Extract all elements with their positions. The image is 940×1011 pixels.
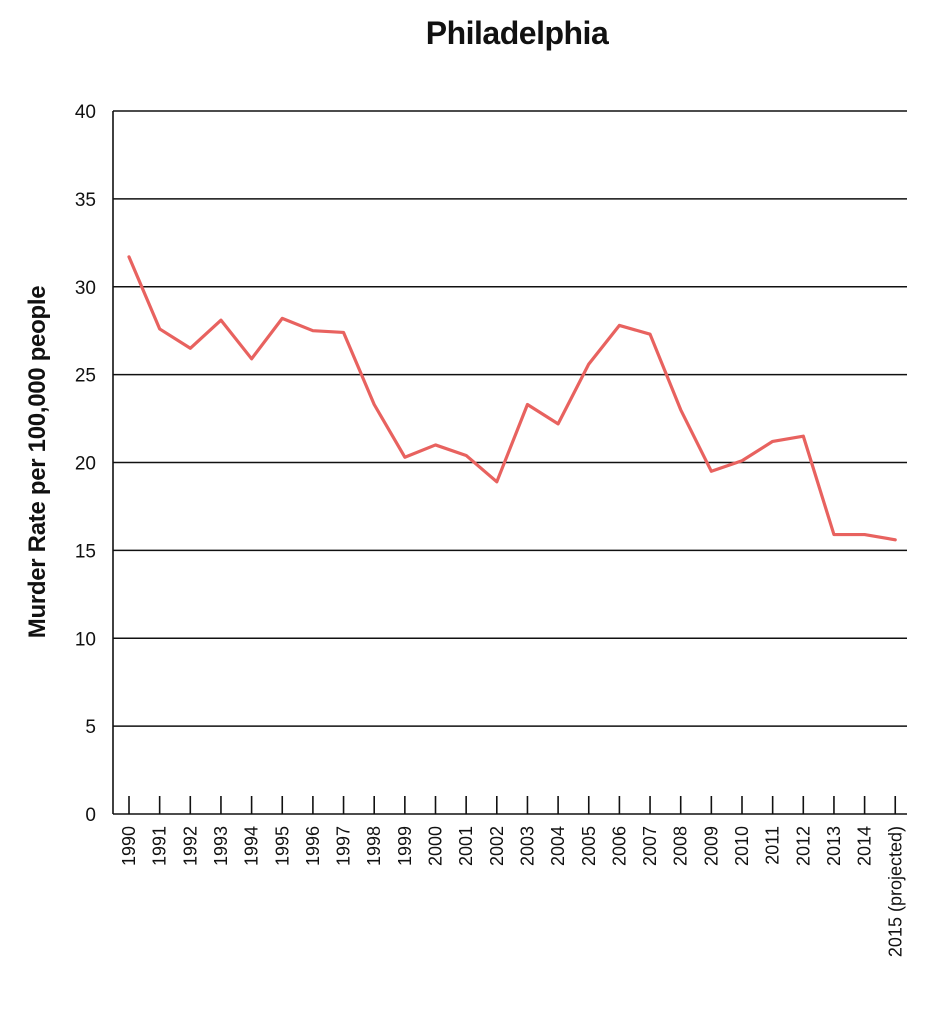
x-tick-labels: 1990 1991 1992 1993 1994 1995 1996 1997 1998 1999… — [119, 826, 905, 957]
x-tick-label: 1992 — [180, 826, 200, 866]
x-tick-label: 2006 — [609, 826, 629, 866]
y-tick-labels: 0 5 10 15 20 25 30 35 40 — [75, 102, 96, 826]
x-tick-label: 1999 — [395, 826, 415, 866]
series-lines — [127, 255, 897, 542]
gridlines — [113, 110, 907, 727]
y-tick-label: 40 — [75, 102, 96, 123]
x-tick-label: 1997 — [334, 826, 354, 866]
x-tick-label: 1998 — [364, 826, 384, 866]
x-tick-label: 2009 — [701, 826, 721, 866]
x-tick-label: 2002 — [487, 826, 507, 866]
y-tick-label: 25 — [75, 366, 96, 387]
x-tick-label: 2008 — [671, 826, 691, 866]
x-tick-label: 2007 — [640, 826, 660, 866]
x-tick-label: 1993 — [211, 826, 231, 866]
axes — [112, 111, 907, 815]
x-tick-label: 1991 — [150, 826, 170, 866]
x-tick-label: 2015 (projected) — [885, 826, 905, 957]
x-tick-label: 2013 — [824, 826, 844, 866]
y-tick-label: 15 — [75, 541, 96, 562]
y-tick-label: 30 — [75, 278, 96, 299]
series-line-0 — [127, 255, 897, 542]
x-tick-label: 2005 — [579, 826, 599, 866]
x-tick-label: 2003 — [517, 826, 537, 866]
x-tick-label: 2011 — [763, 826, 783, 865]
x-tick-label: 1996 — [303, 826, 323, 866]
chart-title: Philadelphia — [426, 15, 609, 51]
x-tick-label: 1995 — [272, 826, 292, 866]
x-tick-label: 1994 — [242, 826, 262, 866]
x-tick-label: 2001 — [456, 826, 476, 866]
x-tick-label: 2014 — [855, 826, 875, 866]
y-tick-label: 10 — [75, 629, 96, 650]
y-tick-label: 5 — [85, 717, 96, 738]
x-tick-label: 2004 — [548, 826, 568, 866]
x-tick-label: 2012 — [793, 826, 813, 866]
y-axis-label: Murder Rate per 100,000 people — [24, 286, 51, 638]
y-tick-label: 0 — [85, 805, 96, 826]
y-tick-label: 20 — [75, 454, 96, 475]
x-tick-label: 1990 — [119, 826, 139, 866]
x-tick-label: 2010 — [732, 826, 752, 866]
y-tick-label: 35 — [75, 190, 96, 211]
x-tick-label: 2000 — [426, 826, 446, 866]
